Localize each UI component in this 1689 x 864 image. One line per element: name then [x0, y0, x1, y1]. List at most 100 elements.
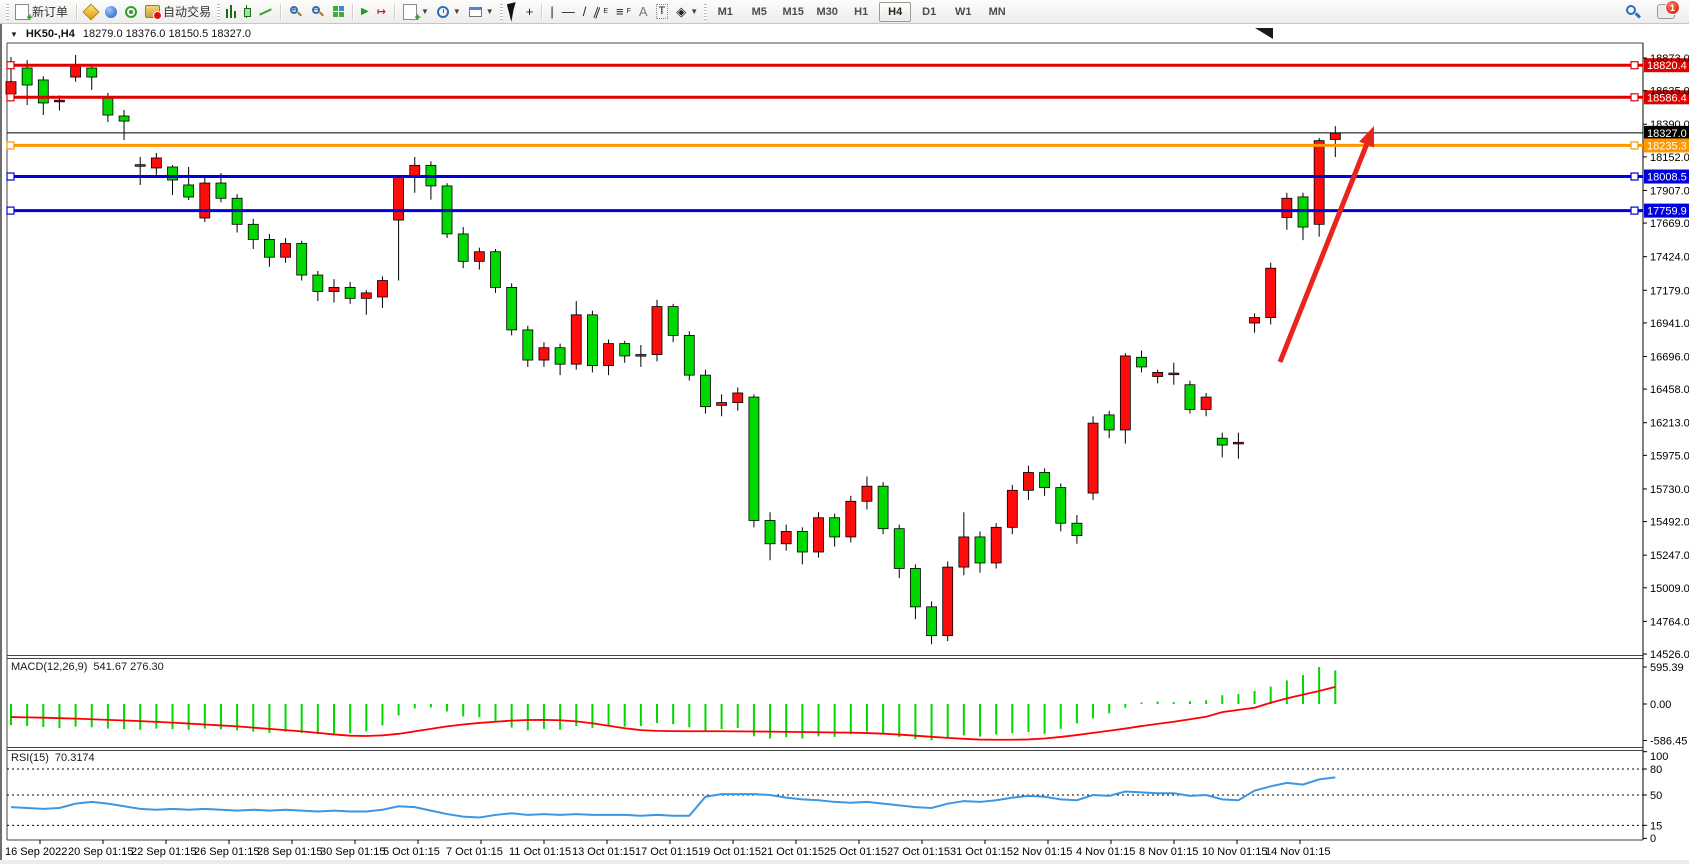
cursor-icon [506, 1, 520, 22]
auto-scroll-icon: ▶ [361, 6, 369, 17]
auto-scroll-button[interactable]: ▶ [357, 2, 373, 22]
scroll-marker-icon [1255, 28, 1273, 39]
zoom-in-icon: + [289, 5, 303, 19]
notifications-button[interactable]: 1 [1653, 0, 1680, 22]
time-axis-label: 14 Nov 01:15 [1265, 846, 1330, 858]
timeframe-button-mn[interactable]: MN [988, 5, 1006, 18]
zoom-out-icon: − [311, 5, 325, 19]
bar-chart-icon [226, 5, 237, 18]
chat-icon: 1 [1657, 0, 1680, 19]
trendline-button[interactable]: / [579, 2, 591, 22]
cursor-button[interactable] [505, 1, 522, 22]
indicators-dropdown[interactable]: + ▼ [399, 2, 433, 23]
crosshair-button[interactable]: + [522, 2, 538, 22]
periods-dropdown[interactable]: ▼ [433, 2, 465, 22]
time-axis-label: 5 Oct 01:15 [383, 846, 440, 858]
timeframe-button-h1[interactable]: H1 [854, 5, 869, 18]
timeframe-group: M1 M5 M15 M30 H1 H4 D1 W1 MN [709, 1, 1013, 22]
toolbar-grip [6, 3, 9, 20]
price-line-label: 18235.3 [1647, 140, 1687, 152]
toolbar-right: 1 [1621, 0, 1689, 22]
text-button[interactable]: A [635, 2, 652, 22]
timeframe-button-m15[interactable]: M15 [782, 5, 804, 18]
timeframe-button-m1[interactable]: M1 [717, 5, 733, 18]
clock-icon [436, 5, 449, 18]
market-watch-button[interactable] [101, 2, 121, 22]
timeframe-button-h4[interactable]: H4 [879, 1, 912, 22]
price-tick-label: 16941.0 [1650, 318, 1689, 330]
line-chart-button[interactable] [255, 2, 276, 22]
timeframe-button-m30[interactable]: M30 [816, 5, 838, 18]
horizontal-line-button[interactable]: — [558, 2, 579, 22]
search-button[interactable] [1621, 2, 1645, 22]
price-tick-label: 18873.0 [1650, 53, 1689, 65]
time-axis-label: 13 Oct 01:15 [572, 846, 635, 858]
price-line-label: 17759.9 [1647, 206, 1687, 218]
price-tick-label: 17424.0 [1650, 252, 1689, 264]
chart-title-row: ▼ HK50-,H4 18279.0 18376.0 18150.5 18327… [10, 27, 251, 41]
candlestick-button[interactable] [240, 2, 255, 22]
new-order-button[interactable]: + 新订单 [11, 2, 72, 23]
time-axis-label: 28 Sep 01:15 [257, 846, 322, 858]
zoom-out-button[interactable]: − [307, 2, 329, 22]
chart-shift-icon: ↦ [376, 6, 386, 18]
price-line-label: 18820.4 [1647, 60, 1687, 72]
time-axis-label: 22 Sep 01:15 [131, 846, 196, 858]
price-tick-label: 18390.0 [1650, 119, 1689, 131]
rsi-axis-label: 100 [1650, 751, 1668, 763]
price-tick-label: 16213.0 [1650, 418, 1689, 430]
time-axis-label: 17 Oct 01:15 [635, 846, 698, 858]
time-axis-label: 21 Oct 01:15 [761, 846, 824, 858]
macd-axis-label: -586.45 [1650, 735, 1687, 747]
chart-window: ▼ HK50-,H4 18279.0 18376.0 18150.5 18327… [0, 24, 1689, 860]
bar-chart-button[interactable] [222, 2, 240, 22]
notification-badge: 1 [1665, 0, 1680, 15]
text-label-button[interactable]: T [652, 2, 673, 22]
price-tick-label: 18635.0 [1650, 86, 1689, 98]
macd-axis-label: 0.00 [1650, 699, 1671, 711]
price-tick-label: 14764.0 [1650, 616, 1689, 628]
vertical-line-icon: | [550, 4, 554, 19]
time-axis-label: 27 Oct 01:15 [887, 846, 950, 858]
tile-windows-button[interactable] [329, 2, 348, 22]
trendline-icon: / [582, 4, 587, 19]
rsi-value: 70.3174 [54, 752, 95, 764]
signals-button[interactable] [121, 2, 141, 22]
price-line-label: 18586.4 [1647, 92, 1687, 104]
chart-profile-button[interactable] [81, 2, 101, 22]
macd-name: MACD(12,26,9) [11, 661, 88, 673]
price-tick-label: 15247.0 [1650, 550, 1689, 562]
fibonacci-button[interactable]: ≡ F [616, 4, 631, 19]
chart-shift-button[interactable]: ↦ [373, 2, 390, 22]
zoom-in-button[interactable]: + [285, 2, 307, 22]
new-order-icon: + [15, 3, 33, 23]
autotrading-label: 自动交易 [163, 5, 212, 19]
timeframe-button-w1[interactable]: W1 [954, 5, 972, 18]
time-axis-label: 11 Oct 01:15 [509, 846, 571, 858]
timeframe-button-d1[interactable]: D1 [922, 5, 937, 18]
time-axis-label: 31 Oct 01:15 [950, 846, 1013, 858]
fibonacci-icon: ≡ [616, 4, 624, 19]
price-tick-label: 17907.0 [1650, 185, 1689, 197]
templates-dropdown[interactable]: ▼ [465, 2, 498, 22]
channel-button[interactable]: ∥ E [592, 3, 608, 20]
tile-windows-icon [333, 6, 345, 17]
time-axis-label: 26 Sep 01:15 [194, 846, 259, 858]
template-icon [468, 6, 482, 17]
time-axis-label: 20 Sep 01:15 [68, 846, 133, 858]
price-line-label: 18008.5 [1647, 172, 1687, 184]
collapse-icon[interactable]: ▼ [10, 29, 18, 39]
rsi-axis-label: 0 [1650, 833, 1656, 845]
price-tick-label: 17179.0 [1650, 285, 1689, 297]
autotrading-icon [145, 5, 163, 20]
vertical-line-button[interactable]: | [546, 2, 557, 22]
shapes-dropdown[interactable]: ◈ ▼ [676, 4, 699, 19]
macd-axis-label: 595.39 [1650, 662, 1684, 674]
autotrading-button[interactable]: 自动交易 [141, 2, 215, 22]
macd-pane [10, 666, 1647, 741]
timeframe-button-m5[interactable]: M5 [751, 5, 767, 18]
price-tick-label: 16696.0 [1650, 351, 1689, 363]
text-label-icon: T [655, 4, 669, 19]
rsi-axis-label: 50 [1650, 790, 1662, 802]
